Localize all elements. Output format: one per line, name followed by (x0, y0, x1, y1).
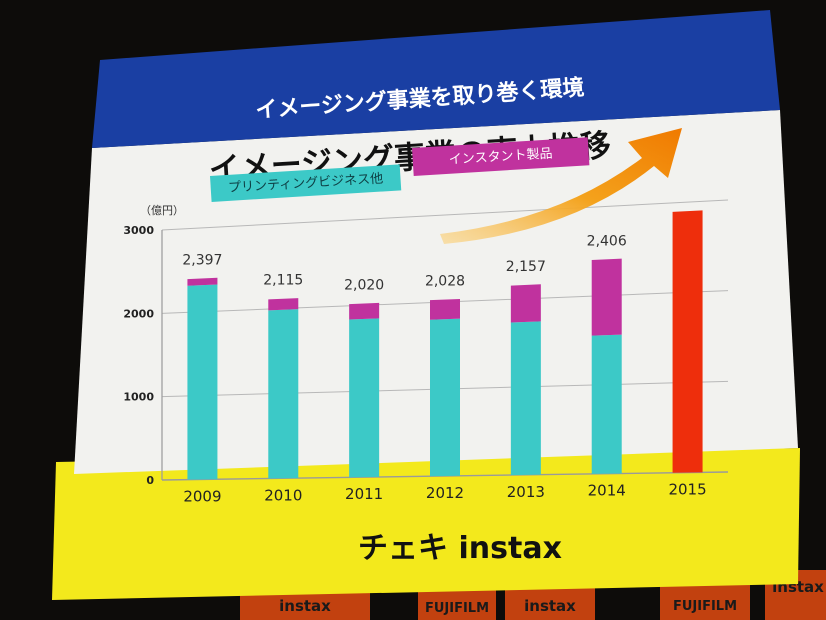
banner-panel (660, 584, 750, 620)
y-tick-label: 1000 (123, 391, 154, 404)
x-tick-label: 2014 (588, 482, 626, 500)
x-tick-label: 2011 (345, 485, 383, 503)
y-axis-label: （億円） (140, 204, 184, 217)
bar-segment (349, 318, 380, 478)
banner-panel-text: FUJIFILM (673, 599, 737, 614)
x-tick-label: 2010 (264, 486, 302, 504)
bar-total-label: 2,115 (263, 273, 303, 289)
brand-logo-text: チェキ instax (358, 531, 562, 566)
legend-swatch (210, 164, 402, 202)
banner-panel-text: instax (279, 597, 331, 615)
banner-panel (418, 588, 496, 620)
trend-arrow (440, 128, 682, 244)
bar-segment (510, 321, 541, 476)
bar-segment (591, 258, 622, 336)
y-tick-label: 2000 (123, 307, 154, 320)
y-tick-label: 3000 (123, 224, 154, 237)
legend-swatch (411, 137, 590, 176)
bar-segment (591, 334, 622, 474)
x-tick-label: 2009 (183, 487, 221, 505)
bar-segment (187, 284, 218, 480)
gridline (161, 199, 729, 231)
banner-panel (505, 586, 595, 620)
x-tick-label: 2015 (668, 481, 706, 499)
legend-entry: インスタント製品 (448, 146, 552, 167)
bar-total-label: 2,028 (425, 274, 465, 290)
sales-chart: 0 1000 2000 3000 （億円） 2,397 2009 2,115 2010 2,020… (123, 128, 729, 505)
bar-segment (430, 298, 460, 320)
bar-total-label: 2,406 (587, 233, 627, 249)
banner-panel-text: FUJIFILM (425, 601, 489, 616)
bar-segment (187, 277, 218, 286)
bar-segment (349, 302, 380, 320)
bar-segment (510, 284, 541, 323)
bar-total-label: 2,020 (344, 278, 384, 294)
x-tick-label: 2013 (507, 483, 545, 501)
y-tick-label: 0 (146, 474, 154, 487)
bar-segment (268, 309, 299, 479)
bar-segment (268, 298, 299, 311)
bar-total-label: 2,157 (506, 259, 546, 275)
bar-segment (672, 210, 703, 473)
slide-header-band (92, 10, 780, 148)
banner-panel-text: instax (524, 597, 576, 615)
bar-total-label: 2,397 (182, 252, 222, 268)
slide-yellow-band (52, 448, 800, 600)
bar-segment (430, 318, 460, 477)
x-tick-label: 2012 (426, 484, 464, 502)
